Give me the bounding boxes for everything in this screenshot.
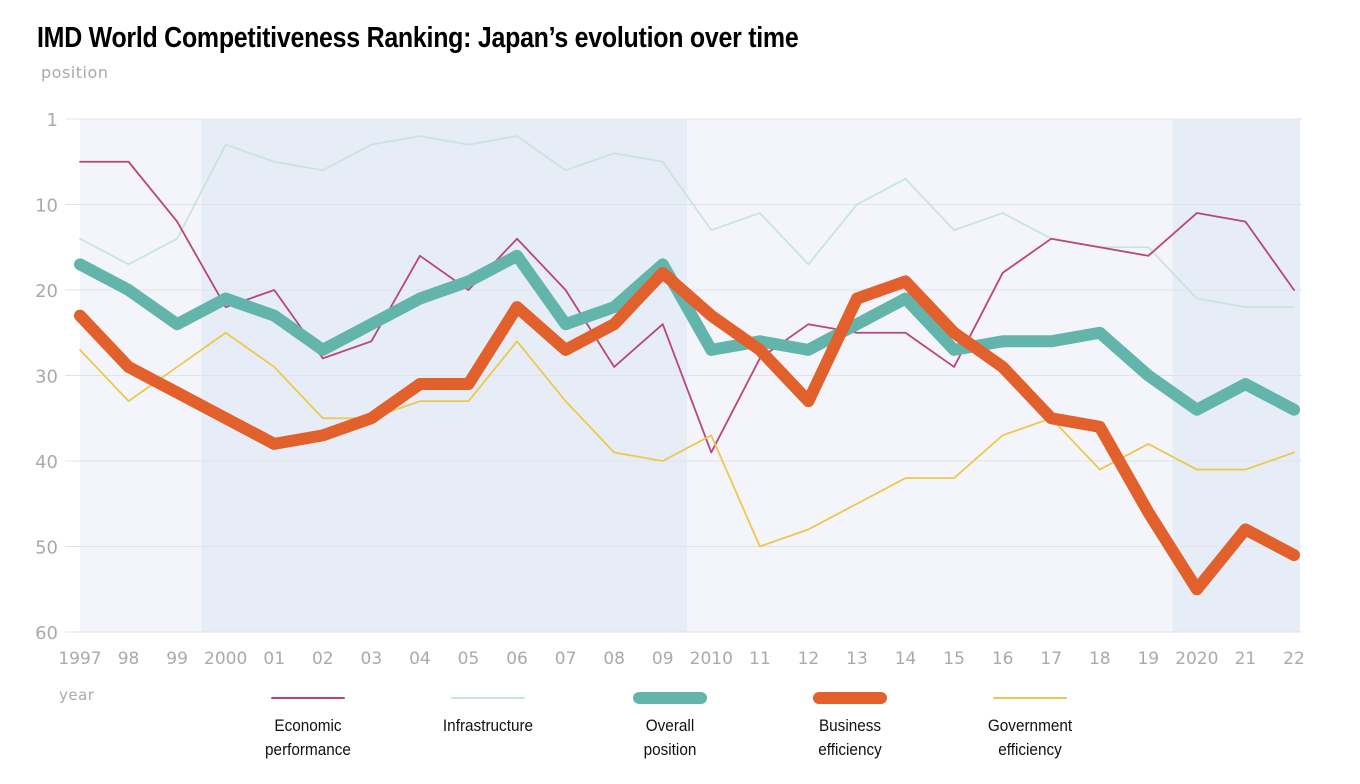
x-tick-label: 14 [895,649,917,669]
series-line-overall-position [74,249,1300,416]
y-tick-label: 20 [35,281,58,302]
legend-item: Economic performance [228,692,388,762]
chart-title: IMD World Competitiveness Ranking: Japan… [37,22,799,54]
legend-label: Economic performance [265,716,351,759]
x-tick-label: 2020 [1175,649,1218,669]
y-tick-label: 50 [35,538,58,559]
x-tick-label: 15 [943,649,965,669]
x-tick-label: 18 [1089,649,1111,669]
legend-item: Business efficiency [770,692,930,762]
x-tick-label: 08 [603,649,625,669]
legend-item: Government efficiency [950,692,1110,762]
y-tick-label: 40 [35,452,58,473]
legend-swatch [451,697,525,699]
x-tick-label: 06 [506,649,528,669]
series-line-economic-performance [79,160,1295,454]
legend-item: Overall position [590,692,750,762]
legend-item: Infrastructure [408,692,568,738]
legend-label: Infrastructure [442,716,534,735]
legend-swatch [633,692,707,704]
x-axis-label: year [59,686,95,704]
x-tick-label: 11 [749,649,771,669]
x-tick-label: 22 [1283,649,1305,669]
legend-swatch [813,692,887,704]
y-tick-label: 60 [35,623,58,644]
legend-swatch [993,697,1067,699]
x-tick-label: 21 [1235,649,1257,669]
x-tick-label: 07 [555,649,577,669]
y-tick-label: 1 [47,110,58,131]
x-tick-label: 16 [992,649,1014,669]
legend-label: Business efficiency [818,716,882,759]
x-tick-label: 09 [652,649,674,669]
legend-label: Government efficiency [987,716,1073,759]
x-tick-label: 99 [166,649,188,669]
x-tick-label: 04 [409,649,431,669]
y-axis-label: position [41,63,109,82]
y-tick-label: 10 [35,196,58,217]
series-line-government-efficiency [79,331,1295,548]
legend-label: Overall position [643,716,697,759]
x-tick-label: 98 [118,649,140,669]
x-tick-label: 1997 [58,649,101,669]
y-tick-label: 30 [35,367,58,388]
x-tick-label: 13 [846,649,868,669]
x-tick-label: 03 [361,649,383,669]
legend-swatch [271,697,345,699]
x-tick-label: 12 [798,649,820,669]
x-tick-label: 01 [263,649,285,669]
x-tick-label: 2010 [690,649,733,669]
x-tick-label: 19 [1137,649,1159,669]
x-tick-label: 02 [312,649,334,669]
x-tick-label: 05 [458,649,480,669]
series-line-business-efficiency [74,266,1300,596]
x-tick-label: 2000 [204,649,247,669]
x-tick-label: 17 [1040,649,1062,669]
